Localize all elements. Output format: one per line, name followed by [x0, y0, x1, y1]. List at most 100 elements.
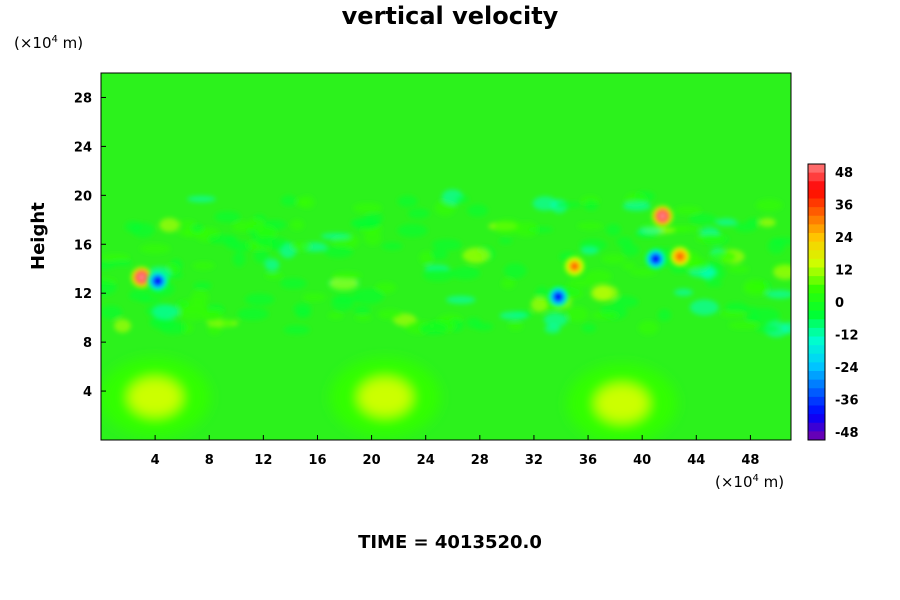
x-ticks: 4 8 12 16 20 24 28 32 36 40 44 48: [151, 435, 759, 468]
band-cell: [725, 302, 748, 313]
band-cell: [256, 225, 277, 240]
band-cell: [454, 195, 470, 203]
band-cell: [354, 314, 372, 321]
band-cell: [302, 293, 326, 302]
band-cell: [283, 325, 311, 335]
plot-area: [101, 73, 791, 440]
band-cell: [159, 320, 187, 335]
band-cell: [720, 310, 746, 318]
x-tick-label: 28: [471, 453, 489, 468]
feature-level: [651, 254, 661, 264]
band-cell: [773, 265, 791, 280]
y-tick-label: 16: [74, 238, 92, 253]
band-cell: [612, 296, 639, 308]
colorbar-swatch: [808, 319, 825, 329]
field-feature: [548, 286, 569, 308]
colorbar-swatch: [808, 379, 825, 389]
y-tick-label: 20: [74, 189, 92, 204]
band-cell: [293, 302, 312, 316]
band-cell: [295, 197, 310, 207]
band-cell: [350, 219, 381, 228]
band-cell: [327, 312, 344, 320]
band-cell: [264, 272, 284, 279]
band-cell: [621, 262, 636, 270]
colorbar-tick-label: -36: [835, 394, 859, 409]
band-cell: [462, 247, 490, 264]
band-cell: [193, 282, 212, 290]
band-cell: [629, 268, 658, 276]
band-cell: [419, 322, 448, 335]
colorbar-swatch: [808, 353, 825, 363]
field-feature: [652, 205, 673, 227]
band-cell: [581, 323, 597, 333]
band-cell: [508, 321, 523, 331]
field-feature: [669, 246, 691, 267]
band-cell: [530, 297, 548, 313]
band-cell: [114, 319, 131, 333]
band-cell: [290, 219, 305, 231]
band-cell: [214, 211, 241, 223]
band-cell: [580, 246, 599, 255]
band-cell: [264, 258, 280, 272]
band-cell: [621, 244, 640, 256]
band-cell: [431, 239, 462, 251]
band-cell: [493, 218, 523, 235]
band-cell: [207, 324, 222, 335]
chart-title: vertical velocity: [341, 2, 559, 30]
colorbar-swatch: [808, 250, 825, 260]
band-cell: [430, 249, 448, 260]
colorbar-tick-label: 48: [835, 166, 853, 181]
feature-level: [675, 252, 685, 261]
y-tick-label: 28: [74, 91, 92, 106]
field-feature: [566, 364, 677, 440]
band-cell: [397, 195, 418, 208]
field-features: [101, 205, 691, 440]
colorbar-swatch: [808, 293, 825, 303]
turbulent-band: [101, 189, 791, 338]
y-tick-label: 4: [83, 385, 92, 400]
band-cell: [543, 313, 568, 327]
colorbar-tick-label: -24: [835, 361, 859, 376]
band-cell: [695, 233, 726, 244]
band-cell: [253, 249, 270, 264]
colorbar-swatch: [808, 241, 825, 251]
x-tick-label: 16: [308, 453, 326, 468]
colorbar-swatch: [808, 431, 825, 441]
band-cell: [178, 220, 196, 227]
band-cell: [514, 221, 539, 237]
band-cell: [397, 223, 428, 238]
field-feature: [645, 248, 666, 270]
colorbar-swatch: [808, 362, 825, 372]
band-cell: [381, 242, 403, 251]
band-cell: [329, 277, 358, 290]
band-cell: [638, 320, 659, 335]
band-cell: [192, 261, 215, 270]
colorbar-swatch: [808, 422, 825, 432]
colorbar-swatch: [808, 327, 825, 337]
x-tick-label: 48: [741, 453, 759, 468]
band-cell: [670, 265, 689, 274]
feature-level: [128, 378, 182, 417]
band-cell: [755, 324, 779, 334]
band-cell: [755, 198, 783, 212]
band-cell: [583, 199, 599, 211]
colorbar-tick-label: 24: [835, 231, 853, 246]
band-cell: [152, 304, 180, 320]
band-cell: [280, 278, 307, 289]
band-cell: [759, 217, 776, 227]
colorbar-tick-label: -12: [835, 329, 859, 344]
band-cell: [422, 268, 454, 282]
band-cell: [353, 288, 385, 305]
band-cell: [331, 295, 354, 312]
band-cell: [705, 280, 723, 287]
band-cell: [674, 288, 693, 297]
band-cell: [256, 237, 289, 248]
colorbar-tick-label: 36: [835, 199, 853, 214]
band-cell: [657, 308, 672, 322]
band-cell: [532, 196, 558, 211]
band-cell: [591, 311, 619, 319]
y-unit-label: (×104 m): [14, 34, 84, 52]
colorbar-swatch: [808, 302, 825, 312]
field-feature: [101, 357, 211, 437]
